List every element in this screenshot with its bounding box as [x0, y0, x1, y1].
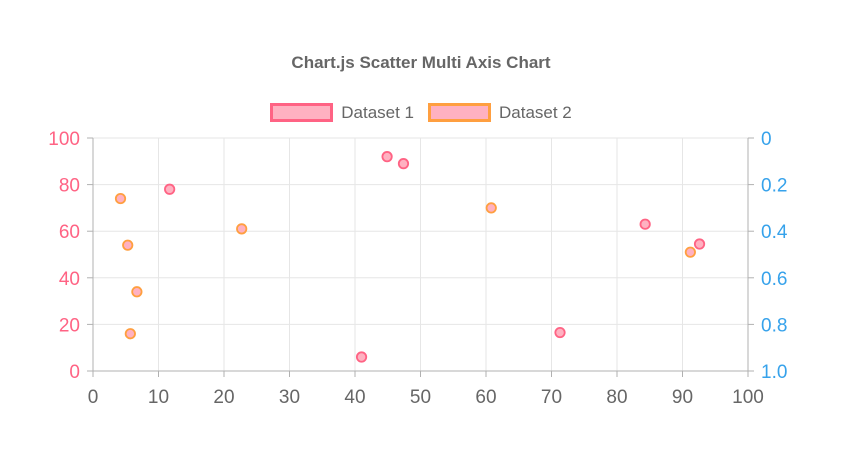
y-right-tick-label: 1.0	[761, 362, 787, 383]
y-left-tick-label: 40	[59, 269, 80, 290]
x-tick-label: 10	[148, 387, 169, 408]
x-tick-label: 60	[475, 387, 496, 408]
y-left-tick-label: 0	[69, 362, 80, 383]
y-right-tick-label: 0	[761, 129, 772, 150]
data-point-dataset1-6[interactable]	[693, 238, 706, 250]
x-tick-label: 0	[88, 387, 99, 408]
x-tick-label: 100	[732, 387, 764, 408]
legend-label-dataset1: Dataset 1	[341, 103, 414, 122]
y-right-tick-label: 0.4	[761, 222, 788, 243]
legend-item-dataset2[interactable]: Dataset 2	[428, 103, 572, 122]
x-tick-label: 30	[279, 387, 300, 408]
data-point-dataset1-0[interactable]	[164, 183, 176, 195]
data-point-dataset2-0[interactable]	[114, 192, 127, 205]
data-point-dataset2-5[interactable]	[485, 202, 497, 214]
y-left-tick-label: 100	[48, 129, 80, 150]
x-tick-label: 70	[541, 387, 562, 408]
data-point-dataset2-6[interactable]	[684, 246, 696, 258]
data-point-dataset2-4[interactable]	[236, 223, 248, 235]
data-point-dataset1-2[interactable]	[381, 151, 393, 163]
y-left-tick-label: 80	[59, 176, 80, 197]
data-point-dataset1-3[interactable]	[397, 158, 410, 170]
y-left-tick-label: 20	[59, 315, 80, 336]
data-point-dataset1-1[interactable]	[355, 351, 368, 363]
data-point-dataset1-5[interactable]	[639, 218, 651, 230]
x-tick-label: 50	[410, 387, 431, 408]
data-point-dataset1-4[interactable]	[554, 326, 566, 339]
x-tick-label: 80	[606, 387, 627, 408]
data-point-dataset2-3[interactable]	[131, 286, 143, 298]
legend-swatch-dataset1	[270, 103, 334, 122]
x-tick-label: 40	[344, 387, 365, 408]
chart-title: Chart.js Scatter Multi Axis Chart	[291, 53, 551, 72]
y-right-tick-label: 0.2	[761, 176, 787, 197]
data-point-dataset2-2[interactable]	[124, 328, 136, 340]
y-left-tick-label: 60	[59, 222, 80, 243]
y-right-tick-label: 0.6	[761, 269, 787, 290]
y-right-tick-label: 0.8	[761, 315, 787, 336]
legend-item-dataset1[interactable]: Dataset 1	[270, 103, 414, 122]
x-tick-label: 20	[213, 387, 234, 408]
data-point-dataset2-1[interactable]	[122, 239, 134, 251]
legend-swatch-dataset2	[428, 103, 491, 122]
x-tick-label: 90	[672, 387, 693, 408]
chart-legend: Dataset 1 Dataset 2	[0, 103, 842, 122]
legend-label-dataset2: Dataset 2	[499, 103, 572, 122]
